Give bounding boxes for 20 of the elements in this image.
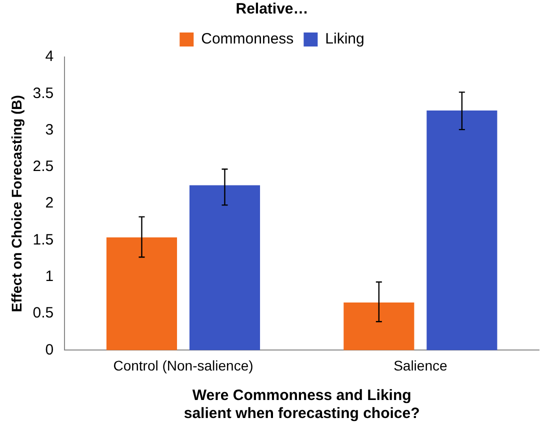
y-tick-label: 2.5 xyxy=(32,158,54,176)
bar xyxy=(106,237,178,350)
y-axis-title: Effect on Choice Forecasting (B) xyxy=(8,95,24,312)
y-tick-label: 3 xyxy=(45,121,54,138)
x-axis-title: Were Commonness and Liking salient when forecasting choice? xyxy=(184,387,420,422)
y-tick-label: 2 xyxy=(45,194,54,212)
y-tick-label: 4 xyxy=(45,48,54,66)
y-tick-label: 1.5 xyxy=(32,231,54,248)
legend-label: Liking xyxy=(325,30,364,48)
bar xyxy=(426,110,498,350)
bar xyxy=(344,302,414,350)
x-tick-label: Control (Non-salience) xyxy=(113,357,254,374)
y-tick-label: 0.5 xyxy=(32,304,54,322)
y-tick-label: 1 xyxy=(45,268,54,286)
y-tick-label: 3.5 xyxy=(32,84,54,102)
x-tick-label: Salience xyxy=(394,357,448,374)
bar xyxy=(189,185,260,350)
legend-title: Relative… xyxy=(236,0,308,18)
y-tick-label: 0 xyxy=(45,341,54,358)
legend-label: Commonness xyxy=(201,30,294,48)
